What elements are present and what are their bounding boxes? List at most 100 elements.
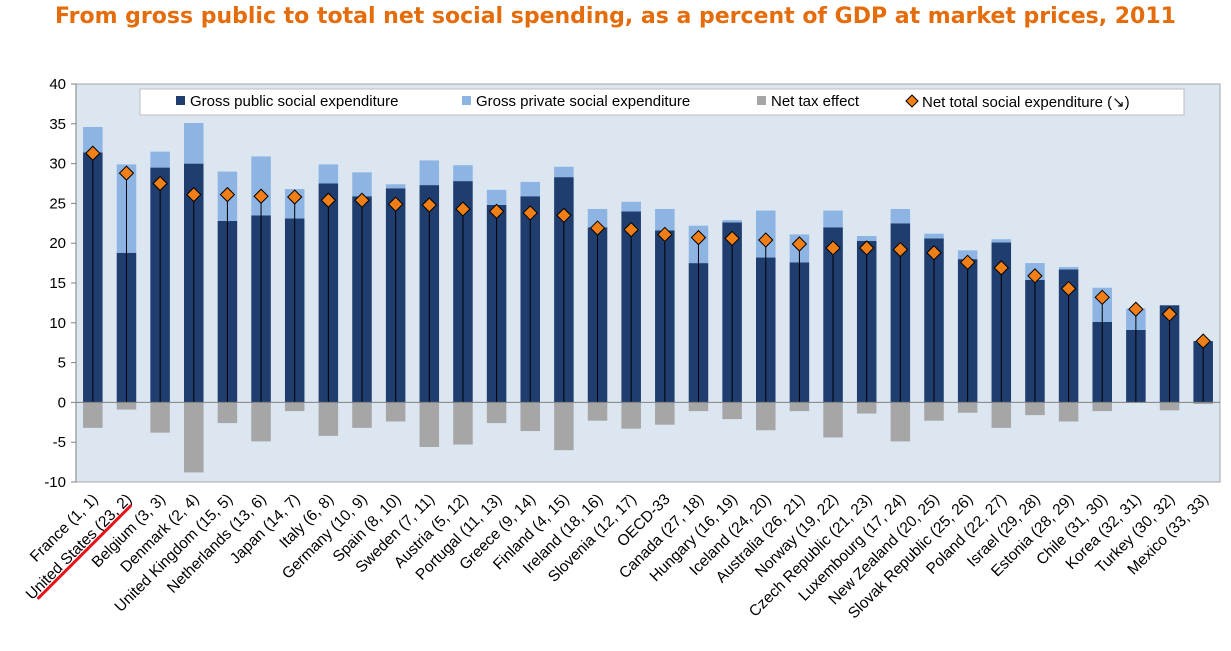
markers-layer [85,145,1211,349]
legend-label-public: Gross public social expenditure [190,93,398,110]
legend-box [139,88,1185,116]
y-tick-label: 5 [58,355,66,372]
net-marker [993,260,1009,276]
bar-tax [486,402,507,424]
bar-tax [284,402,305,412]
bar-private [924,233,944,239]
bar-private [83,126,103,153]
bar-tax [655,402,675,425]
net-marker [1060,280,1077,297]
bar-private [890,208,911,224]
bar-private [655,208,675,231]
legend-swatch-private [462,96,471,105]
y-tick-label: 30 [49,156,66,173]
bar-tax [352,402,372,428]
bar-tax [150,402,170,433]
bar-tax [184,402,204,473]
bar-tax [587,402,608,421]
bar-tax [1058,402,1079,422]
net-marker [219,186,236,203]
net-marker [1195,333,1211,349]
net-marker [387,196,404,212]
bar-tax [83,402,103,428]
y-axis: 40 35 30 25 20 15 10 5 0 -5 -10 [44,76,77,491]
plot-area [75,83,1221,483]
bar-tax [890,402,911,442]
bar-tax [1025,402,1045,416]
net-marker [791,236,808,252]
legend-swatch-public [176,96,185,105]
net-marker [1161,306,1178,322]
bar-private [520,181,540,197]
chart-title: From gross public to total net social sp… [55,4,1176,29]
bar-tax [116,402,137,410]
bar-private [1058,267,1079,270]
y-tick-label: 40 [49,76,66,93]
bar-private [823,210,843,228]
net-marker [758,232,774,248]
bar-private [722,220,742,223]
net-marker [926,245,942,261]
bar-private [385,184,406,189]
bar-private [184,123,204,164]
bar-tax [520,402,540,432]
bar-private [150,151,170,168]
bars-layer [76,123,1220,473]
net-marker [825,240,841,256]
legend: Gross public social expenditure Gross pr… [139,88,1185,116]
net-marker [152,175,168,192]
bar-tax [688,402,709,412]
bar-tax [823,402,843,438]
legend-swatch-net-diamond [905,94,919,108]
net-marker [421,197,438,213]
net-marker [118,165,135,181]
bar-private [991,239,1012,243]
x-axis-labels: France (1, 1)United States (23, 2)Belgiu… [23,491,1212,622]
bar-tax [957,402,978,413]
bar-tax [1159,402,1180,411]
bar-tax [856,402,877,414]
net-marker [959,254,976,271]
bar-private [486,189,507,205]
net-marker [1094,289,1110,306]
y-tick-label: -10 [44,474,66,491]
bar-private [419,160,440,186]
bar-private [856,236,877,241]
net-marker [1027,268,1043,284]
net-marker [657,226,673,243]
net-marker [253,188,269,204]
bar-tax [991,402,1012,428]
net-marker [354,192,370,208]
y-tick-label: 15 [49,275,66,292]
bar-private [587,208,608,228]
bar-private [554,166,574,178]
net-marker [724,230,740,247]
bar-private [621,201,641,212]
bar-tax [756,402,776,431]
bar-tax [621,402,641,429]
y-tick-label: 10 [49,315,66,332]
legend-label-tax: Net tax effect [771,93,860,110]
legend-swatch-tax [757,96,766,105]
net-marker [589,220,606,236]
bar-private [318,164,339,184]
bar-private [251,156,271,216]
net-marker [858,240,875,256]
net-marker [320,192,337,208]
net-marker [690,229,707,246]
net-marker [186,186,202,203]
net-marker [892,241,909,258]
bar-private [352,172,372,197]
net-marker [286,189,303,205]
bar-private [453,165,473,182]
highlight-underline [37,504,132,600]
bar-tax [217,402,238,424]
y-tick-label: 20 [49,235,66,252]
bar-tax [318,402,339,436]
bar-tax [251,402,271,442]
bar-tax [453,402,473,445]
net-marker [522,205,538,221]
bar-tax [385,402,406,422]
net-marker [455,201,471,217]
